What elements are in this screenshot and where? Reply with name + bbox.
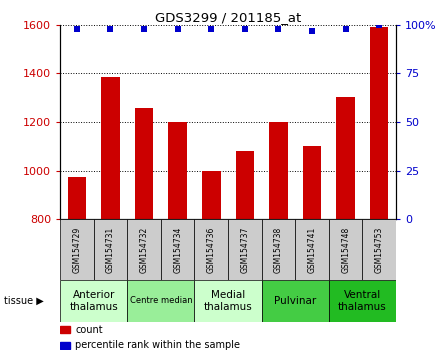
Point (275, 26, 282, 32)
Text: GSM154748: GSM154748 (341, 227, 350, 273)
Bar (60, 280, 127, 322)
Bar (235, 152, 254, 219)
Point (342, 26, 349, 32)
Text: Anterior
thalamus: Anterior thalamus (69, 290, 118, 312)
Text: Centre median: Centre median (129, 296, 192, 306)
Text: GSM154753: GSM154753 (375, 226, 384, 273)
Bar (295, 219, 329, 280)
Bar (262, 219, 295, 280)
Bar (127, 219, 161, 280)
Bar (228, 219, 262, 280)
Point (241, 26, 248, 32)
Title: GDS3299 / 201185_at: GDS3299 / 201185_at (155, 11, 301, 24)
Point (308, 28, 316, 33)
Bar (303, 147, 321, 219)
Bar (329, 280, 396, 322)
Bar (329, 219, 363, 280)
Text: percentile rank within the sample: percentile rank within the sample (75, 340, 240, 350)
Bar (202, 171, 221, 219)
Text: GSM154737: GSM154737 (240, 226, 249, 273)
Text: Medial
thalamus: Medial thalamus (204, 290, 252, 312)
Point (107, 26, 114, 32)
Text: tissue ▶: tissue ▶ (4, 296, 44, 306)
Text: GSM154736: GSM154736 (207, 226, 216, 273)
Point (376, 22, 383, 28)
Bar (68, 177, 86, 219)
Bar (168, 122, 187, 219)
Bar (269, 122, 288, 219)
Text: count: count (75, 325, 103, 335)
Text: Pulvinar: Pulvinar (274, 296, 316, 306)
Point (208, 26, 215, 32)
Text: GSM154732: GSM154732 (140, 227, 149, 273)
Text: GSM154738: GSM154738 (274, 227, 283, 273)
Text: GSM154729: GSM154729 (73, 227, 81, 273)
Bar (336, 97, 355, 219)
Point (174, 26, 181, 32)
Bar (370, 27, 388, 219)
Bar (94, 219, 127, 280)
Bar (135, 108, 154, 219)
Text: GSM154734: GSM154734 (173, 226, 182, 273)
Bar (262, 280, 329, 322)
Text: Ventral
thalamus: Ventral thalamus (338, 290, 387, 312)
Bar (101, 77, 120, 219)
Bar (362, 219, 396, 280)
Bar (194, 219, 228, 280)
Bar (161, 219, 194, 280)
Text: GSM154731: GSM154731 (106, 227, 115, 273)
Bar (127, 280, 194, 322)
Point (73, 26, 81, 32)
Bar (194, 280, 262, 322)
Point (141, 26, 148, 32)
Text: GSM154741: GSM154741 (307, 227, 316, 273)
Bar (60, 326, 70, 333)
Bar (60, 342, 70, 349)
Bar (60, 219, 94, 280)
